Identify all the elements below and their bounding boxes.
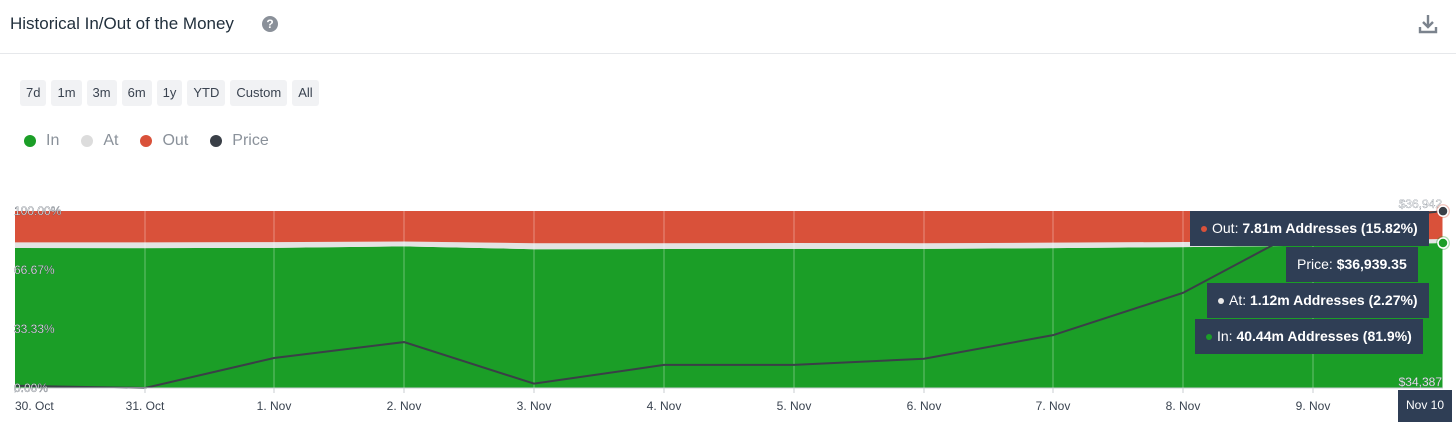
x-tick-label: 7. Nov xyxy=(1036,399,1071,413)
legend-item-price[interactable]: Price xyxy=(210,132,269,150)
hover-date-label: Nov 10 xyxy=(1398,390,1452,422)
legend-dot-out xyxy=(140,135,153,147)
price-axis-max-label: $36,942 xyxy=(1399,197,1443,211)
chart-title: Historical In/Out of the Money xyxy=(10,14,234,33)
in-marker xyxy=(1437,237,1449,249)
question-circle-icon[interactable]: ? xyxy=(262,16,278,32)
legend-label-at: At xyxy=(103,132,119,149)
chart-legend: In At Out Price xyxy=(24,132,291,150)
x-tick-label: 3. Nov xyxy=(517,399,552,413)
tooltip-at-value: 1.12m Addresses (2.27%) xyxy=(1250,292,1418,308)
tooltip-out-value: 7.81m Addresses (15.82%) xyxy=(1242,220,1418,236)
chart-header: Historical In/Out of the Money ? xyxy=(0,0,1456,54)
area-in xyxy=(15,243,1443,388)
x-tick-label: 1. Nov xyxy=(257,399,292,413)
range-1y-button[interactable]: 1y xyxy=(156,80,183,106)
tooltip-price-label: Price: xyxy=(1297,256,1333,272)
legend-dot-price xyxy=(210,135,223,147)
x-tick-label: 6. Nov xyxy=(907,399,942,413)
legend-label-price: Price xyxy=(232,132,269,149)
price-axis-min-label: $34,387 xyxy=(1399,375,1443,389)
tooltip-at-label: At: xyxy=(1229,292,1247,308)
legend-item-in[interactable]: In xyxy=(24,132,59,150)
price-line xyxy=(14,210,1444,390)
x-tick-label: 30. Oct xyxy=(15,399,54,413)
x-tick-label: 4. Nov xyxy=(647,399,682,413)
x-tick-label: 9. Nov xyxy=(1296,399,1331,413)
y-tick-label: 0.00% xyxy=(14,381,48,395)
area-out xyxy=(15,211,1443,244)
range-7d-button[interactable]: 7d xyxy=(20,80,47,106)
y-tick-label: 66.67% xyxy=(14,263,55,277)
download-icon[interactable] xyxy=(1417,13,1439,35)
x-tick-label: 8. Nov xyxy=(1166,399,1201,413)
price-marker xyxy=(1437,205,1449,217)
legend-item-out[interactable]: Out xyxy=(140,132,188,150)
range-1m-button[interactable]: 1m xyxy=(51,80,82,106)
range-selector: 7d 1m 3m 6m 1y YTD Custom All xyxy=(20,80,319,106)
x-tick-label: 5. Nov xyxy=(777,399,812,413)
x-tick-label: 31. Oct xyxy=(126,399,165,413)
x-tick-label: 2. Nov xyxy=(387,399,422,413)
tooltip-at-dot xyxy=(1218,298,1224,305)
range-6m-button[interactable]: 6m xyxy=(121,80,152,106)
tooltip-in-dot xyxy=(1206,334,1212,341)
range-all-button[interactable]: All xyxy=(292,80,319,106)
chart-plot[interactable]: 0.00% 33.33% 66.67% 100.00% 30. Oct 31. Oct 1.… xyxy=(0,190,1456,427)
tooltip-price: Price: $36,939.35 xyxy=(1286,247,1418,282)
tooltip-in-value: 40.44m Addresses (81.9%) xyxy=(1236,328,1412,344)
range-custom-button[interactable]: Custom xyxy=(230,80,288,106)
tooltip-in: In: 40.44m Addresses (81.9%) xyxy=(1195,319,1423,354)
y-tick-label: 100.00% xyxy=(14,204,62,218)
tooltip-in-label: In: xyxy=(1217,328,1233,344)
tooltip-out-dot xyxy=(1201,226,1207,233)
y-tick-label: 33.33% xyxy=(14,322,55,336)
area-at xyxy=(15,239,1443,250)
tooltip-out: Out: 7.81m Addresses (15.82%) xyxy=(1190,211,1429,246)
legend-item-at[interactable]: At xyxy=(81,132,118,150)
range-3m-button[interactable]: 3m xyxy=(86,80,117,106)
legend-dot-in xyxy=(24,135,36,147)
legend-label-in: In xyxy=(46,132,60,149)
tooltip-out-label: Out: xyxy=(1212,220,1239,236)
legend-dot-at xyxy=(81,135,94,147)
legend-label-out: Out xyxy=(162,132,189,149)
tooltip-at: At: 1.12m Addresses (2.27%) xyxy=(1207,283,1429,318)
tooltip-price-value: $36,939.35 xyxy=(1336,256,1407,272)
range-ytd-button[interactable]: YTD xyxy=(187,80,226,106)
